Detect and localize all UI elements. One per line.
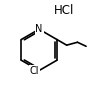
Text: HCl: HCl [54,4,74,17]
Text: N: N [35,24,43,34]
Text: Cl: Cl [30,66,39,76]
